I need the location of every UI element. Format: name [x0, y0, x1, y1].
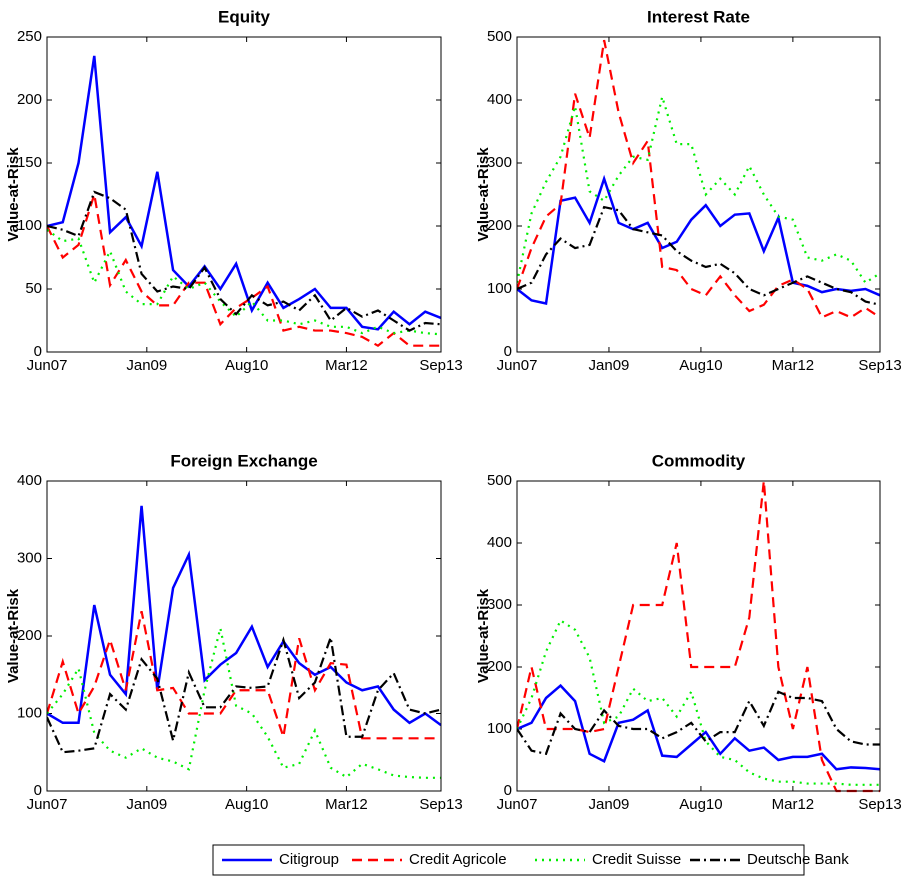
series-line	[517, 174, 880, 305]
series-line	[517, 480, 880, 793]
x-tick-label: Jun07	[497, 357, 538, 374]
y-tick-label: 300	[17, 549, 42, 566]
axes-frame	[516, 36, 881, 353]
chart-title: Foreign Exchange	[170, 451, 317, 470]
series-line	[517, 690, 880, 756]
y-axis-label: Value-at-Risk	[475, 588, 492, 683]
x-tick-label: Aug10	[679, 357, 722, 374]
series-line	[47, 190, 441, 332]
x-tick-label: Jun07	[27, 796, 68, 813]
axes-frame	[46, 36, 442, 353]
y-tick-label: 0	[34, 343, 42, 360]
chart-title: Commodity	[652, 451, 746, 470]
y-tick-label: 200	[487, 217, 512, 234]
y-tick-label: 150	[17, 154, 42, 171]
chart-title: Equity	[218, 7, 270, 26]
y-tick-label: 200	[17, 91, 42, 108]
series-group	[47, 55, 441, 348]
y-tick-label: 200	[487, 658, 512, 675]
series-line	[47, 505, 441, 727]
x-tick-label: Jun07	[497, 796, 538, 813]
y-tick-label: 0	[504, 782, 512, 799]
y-tick-label: 400	[487, 534, 512, 551]
series-line	[47, 194, 441, 348]
plot-area	[517, 481, 880, 791]
x-tick-label: Mar12	[325, 796, 368, 813]
legend-label: Credit Agricole	[409, 851, 507, 868]
y-axis-label: Value-at-Risk	[475, 147, 492, 242]
x-tick-label: Aug10	[679, 796, 722, 813]
y-tick-label: 200	[17, 627, 42, 644]
series-line	[47, 636, 441, 754]
x-tick-label: Mar12	[772, 796, 815, 813]
x-tick-label: Aug10	[225, 357, 268, 374]
x-tick-label: Jan09	[589, 357, 630, 374]
y-tick-label: 50	[25, 280, 42, 297]
series-group	[517, 39, 880, 319]
x-tick-label: Jan09	[126, 357, 167, 374]
series-line	[517, 683, 880, 771]
legend-label: Credit Suisse	[592, 851, 681, 868]
y-tick-label: 0	[504, 343, 512, 360]
x-tick-label: Mar12	[772, 357, 815, 374]
series-group	[47, 505, 441, 779]
x-tick-label: Mar12	[325, 357, 368, 374]
x-tick-label: Jan09	[589, 796, 630, 813]
y-tick-label: 100	[487, 280, 512, 297]
chart-title: Interest Rate	[647, 7, 750, 26]
y-tick-label: 400	[487, 91, 512, 108]
series-group	[517, 480, 880, 793]
y-tick-label: 300	[487, 596, 512, 613]
x-tick-label: Aug10	[225, 796, 268, 813]
y-tick-label: 100	[17, 704, 42, 721]
y-tick-label: 500	[487, 472, 512, 489]
x-tick-label: Jan09	[126, 796, 167, 813]
legend-label: Deutsche Bank	[747, 851, 849, 868]
plot-area	[517, 37, 880, 352]
y-tick-label: 300	[487, 154, 512, 171]
series-line	[47, 228, 441, 336]
axes-frame	[46, 480, 442, 792]
x-tick-label: Jun07	[27, 357, 68, 374]
y-tick-label: 250	[17, 28, 42, 45]
y-axis-label: Value-at-Risk	[5, 588, 22, 683]
plot-area	[47, 37, 441, 352]
y-tick-label: 100	[487, 720, 512, 737]
y-tick-label: 400	[17, 472, 42, 489]
x-tick-label: Sep13	[858, 357, 901, 374]
axes-frame	[516, 480, 881, 792]
y-tick-label: 100	[17, 217, 42, 234]
series-line	[517, 205, 880, 306]
plot-area	[47, 481, 441, 791]
y-axis-label: Value-at-Risk	[5, 147, 22, 242]
x-tick-label: Sep13	[419, 357, 462, 374]
y-tick-label: 500	[487, 28, 512, 45]
y-tick-label: 0	[34, 782, 42, 799]
series-line	[47, 610, 441, 740]
x-tick-label: Sep13	[419, 796, 462, 813]
legend-label: Citigroup	[279, 851, 339, 868]
x-tick-label: Sep13	[858, 796, 901, 813]
series-line	[517, 39, 880, 319]
series-line	[47, 627, 441, 779]
